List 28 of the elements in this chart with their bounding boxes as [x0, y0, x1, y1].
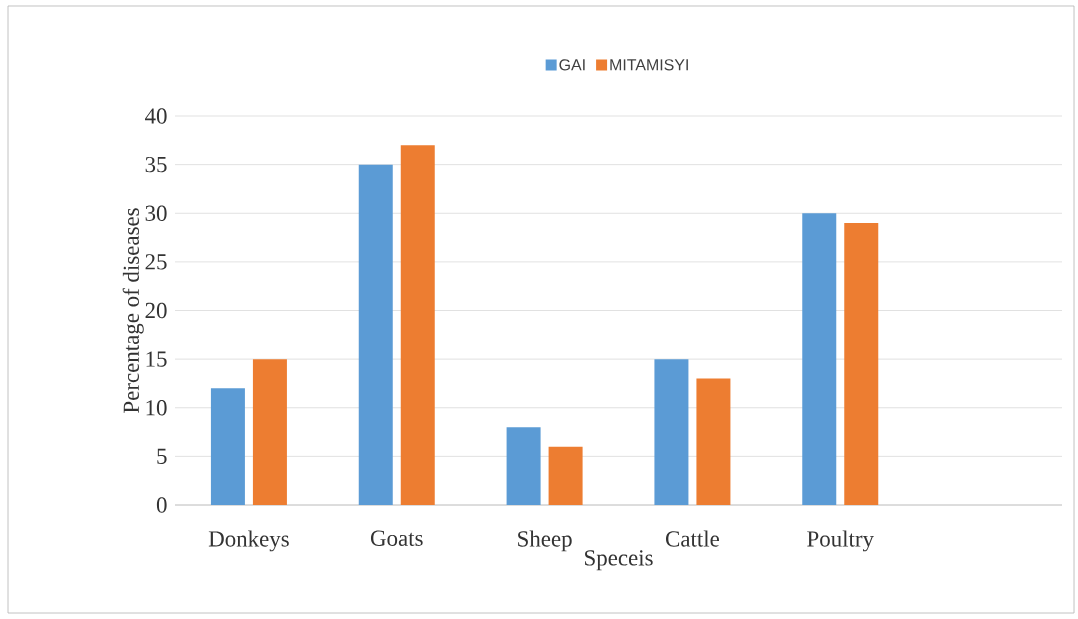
legend-label: GAI [559, 59, 585, 71]
y-tick-label: 15 [146, 351, 167, 367]
bar [210, 388, 245, 505]
bar [654, 359, 689, 505]
y-tick-label: 30 [145, 205, 167, 221]
x-axis-title: Speceis [585, 550, 653, 571]
bar [548, 446, 583, 505]
bar [844, 222, 879, 505]
y-tick-label: 5 [157, 448, 167, 464]
bar [802, 213, 837, 505]
y-tick-label: 10 [146, 400, 167, 416]
x-tick-label: Poultry [807, 530, 874, 552]
y-tick-label: 0 [156, 497, 167, 513]
bar [358, 164, 393, 505]
y-tick-label: 20 [145, 302, 167, 319]
x-tick-label: Sheep [518, 530, 572, 552]
y-tick-label: 25 [145, 254, 167, 270]
y-tick-label: 35 [145, 156, 167, 173]
y-axis-title: Percentage of diseases [122, 208, 144, 413]
x-tick-label: Goats [370, 530, 423, 546]
bar [400, 145, 435, 505]
x-tick-label: Donkeys [208, 530, 289, 552]
bar [506, 427, 541, 505]
legend-label: MITAMISYI [610, 59, 688, 71]
bar [252, 359, 287, 505]
bar [696, 378, 731, 505]
y-tick-label: 40 [145, 108, 167, 124]
x-tick-label: Cattle [666, 530, 719, 547]
